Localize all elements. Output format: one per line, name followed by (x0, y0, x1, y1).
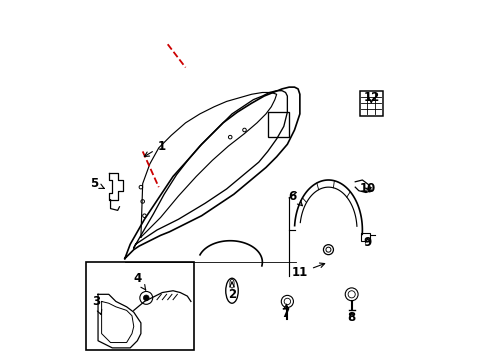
Text: 9: 9 (363, 236, 371, 249)
Text: 7: 7 (281, 304, 289, 320)
Bar (85, 262, 194, 350)
Bar (267, 112, 288, 137)
Text: 8: 8 (347, 311, 355, 324)
Text: 2: 2 (227, 282, 236, 301)
Text: 1: 1 (144, 140, 165, 157)
Text: 10: 10 (359, 183, 375, 195)
Text: 12: 12 (363, 91, 379, 104)
Text: 4: 4 (133, 272, 145, 290)
Bar (360, 233, 369, 241)
Text: 3: 3 (92, 295, 102, 315)
Bar (359, 91, 382, 116)
Text: 11: 11 (291, 263, 324, 279)
Text: 6: 6 (288, 190, 302, 206)
Text: 5: 5 (90, 177, 104, 190)
Circle shape (143, 295, 149, 301)
